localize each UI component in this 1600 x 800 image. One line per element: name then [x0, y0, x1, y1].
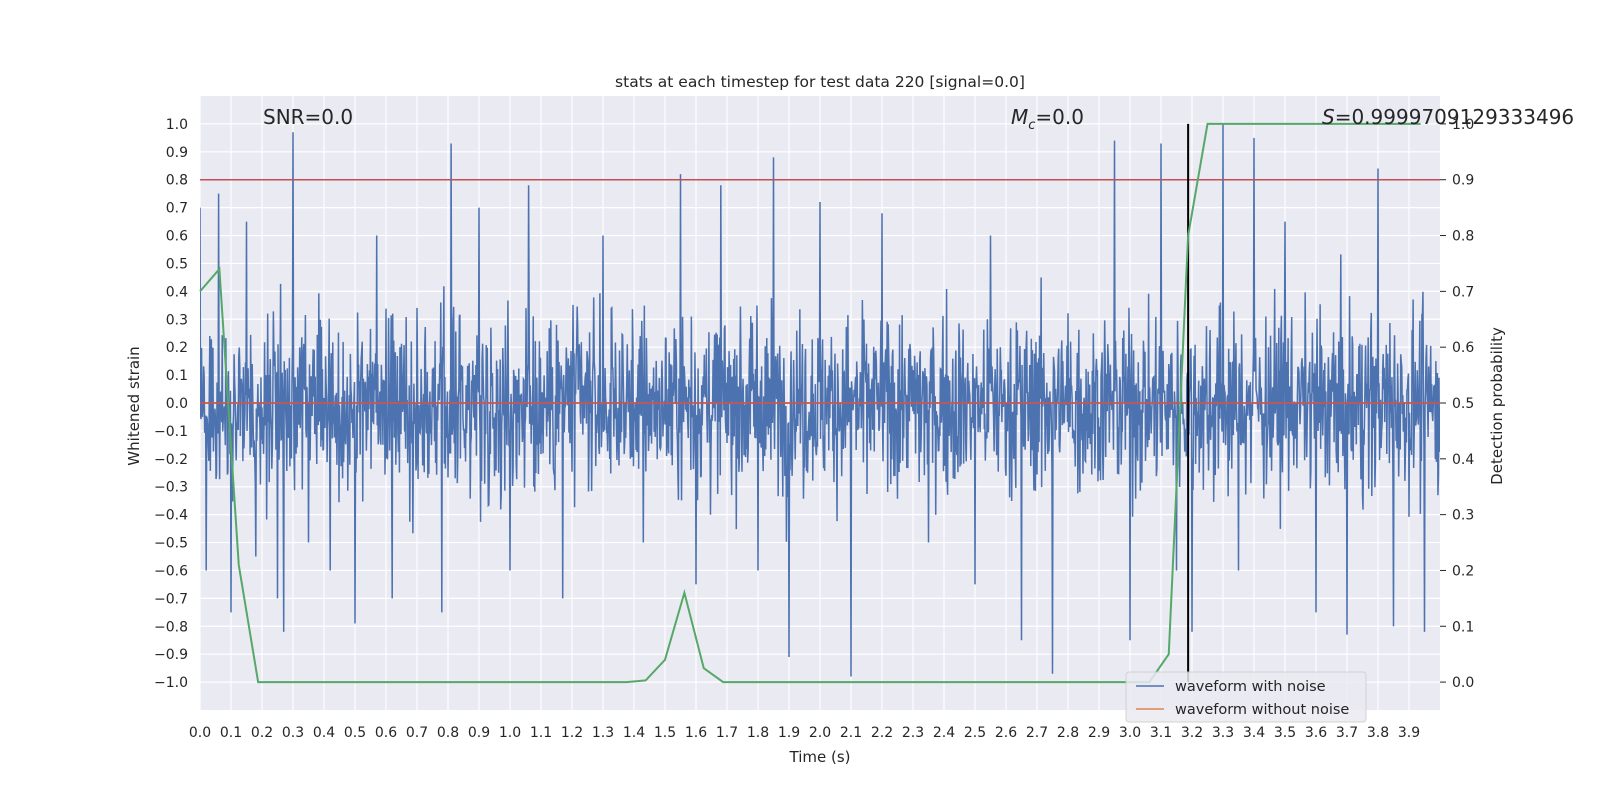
x-tick-label: 0.6: [375, 725, 397, 741]
x-tick-label: 0.9: [468, 725, 490, 741]
x-tick-label: 3.9: [1398, 725, 1420, 741]
y-tick-label: −0.6: [154, 563, 188, 579]
y-tick-label: 0.3: [166, 312, 188, 328]
y-tick-label: −0.7: [154, 591, 188, 607]
y-axis-label: Whitened strain: [125, 346, 143, 465]
y-tick-label: −0.9: [154, 647, 188, 663]
y2-tick-label: 0.5: [1452, 396, 1474, 412]
x-tick-label: 3.1: [1150, 725, 1172, 741]
x-tick-label: 3.5: [1274, 725, 1296, 741]
x-tick-label: 1.0: [499, 725, 521, 741]
snr-annotation: SNR=0.0: [263, 105, 353, 129]
y2-tick-label: 0.2: [1452, 563, 1474, 579]
y2-tick-label: 0.3: [1452, 508, 1474, 524]
y-tick-label: −0.1: [154, 424, 188, 440]
x-tick-label: 0.8: [437, 725, 459, 741]
y-tick-label: 0.2: [166, 340, 188, 356]
y2-tick-labels: 0.0 0.1 0.2 0.3 0.4 0.5 0.6 0.7 0.8 0.9 1.0: [1440, 117, 1474, 691]
y-tick-label: 0.4: [166, 284, 188, 300]
x-axis-label: Time (s): [789, 748, 851, 766]
score-symbol: S: [1322, 105, 1335, 129]
legend-box: [1125, 671, 1367, 723]
x-tick-label: 2.4: [933, 725, 955, 741]
x-tick-label: 0.5: [344, 725, 366, 741]
x-tick-label: 3.4: [1243, 725, 1265, 741]
y2-tick-label: 0.0: [1452, 675, 1474, 691]
y-tick-label: 0.6: [166, 229, 188, 245]
x-tick-label: 0.0: [189, 725, 211, 741]
x-tick-label: 2.0: [809, 725, 831, 741]
y-tick-label: 0.1: [166, 368, 188, 384]
x-tick-label: 2.1: [840, 725, 862, 741]
x-tick-label: 2.8: [1057, 725, 1079, 741]
score-value: =0.9999709129333496: [1335, 105, 1574, 129]
y-tick-label: −0.8: [154, 619, 188, 635]
y-tick-label: 0.7: [166, 201, 188, 217]
y-tick-label: −1.0: [154, 675, 188, 691]
x-tick-label: 1.3: [592, 725, 614, 741]
x-tick-label: 2.9: [1088, 725, 1110, 741]
chirp-mass-annotation: Mc=0.0: [1011, 105, 1084, 133]
x-tick-label: 1.5: [654, 725, 676, 741]
x-tick-label: 1.9: [778, 725, 800, 741]
x-tick-label: 3.6: [1305, 725, 1327, 741]
x-tick-label: 0.3: [282, 725, 304, 741]
legend-label-noise: waveform with noise: [1175, 679, 1326, 695]
y-tick-label: 0.5: [166, 256, 188, 272]
y-tick-label: 0.8: [166, 173, 188, 189]
y2-tick-label: 0.7: [1452, 284, 1474, 300]
x-tick-label: 2.5: [964, 725, 986, 741]
y2-tick-label: 0.4: [1452, 452, 1474, 468]
legend: waveform with noise waveform without noi…: [1125, 671, 1367, 723]
x-tick-label: 1.7: [716, 725, 738, 741]
y-tick-label: −0.4: [154, 508, 188, 524]
x-tick-label: 0.1: [220, 725, 242, 741]
y-tick-label: −0.5: [154, 536, 188, 552]
chart-title: stats at each timestep for test data 220…: [615, 73, 1025, 91]
y-tick-label: 0.9: [166, 145, 188, 161]
x-tick-label: 2.6: [995, 725, 1017, 741]
x-tick-label: 1.1: [530, 725, 552, 741]
x-tick-label: 3.3: [1212, 725, 1234, 741]
y-tick-labels: −1.0 −0.9 −0.8 −0.7 −0.6 −0.5 −0.4 −0.3 −0.2 −0.1…: [154, 117, 188, 691]
x-tick-label: 0.7: [406, 725, 428, 741]
y-tick-label: −0.3: [154, 480, 188, 496]
y-tick-label: 1.0: [166, 117, 188, 133]
series-detection-probability: [199, 122, 1421, 684]
x-tick-label: 3.2: [1181, 725, 1203, 741]
y2-tick-label: 0.8: [1452, 229, 1474, 245]
x-tick-label: 1.4: [623, 725, 645, 741]
x-tick-label: 1.2: [561, 725, 583, 741]
x-tick-label: 1.8: [747, 725, 769, 741]
x-tick-label: 2.7: [1026, 725, 1048, 741]
y2-tick-label: 0.1: [1452, 619, 1474, 635]
chirp-mass-symbol: M: [1011, 105, 1028, 129]
y-tick-label: −0.2: [154, 452, 188, 468]
x-tick-label: 1.6: [685, 725, 707, 741]
x-tick-label: 0.2: [251, 725, 273, 741]
x-tick-labels: 0.0 0.1 0.2 0.3 0.4 0.5 0.6 0.7 0.8 0.9 1.0 1.1 1.2 1…: [189, 725, 1420, 741]
y-tick-label: 0.0: [166, 396, 188, 412]
y2-tick-label: 0.9: [1452, 173, 1474, 189]
x-tick-label: 3.0: [1119, 725, 1141, 741]
x-tick-label: 2.3: [902, 725, 924, 741]
y2-tick-label: 1.0: [1452, 117, 1474, 133]
y2-tick-label: 0.6: [1452, 340, 1474, 356]
x-tick-label: 3.8: [1367, 725, 1389, 741]
x-tick-label: 3.7: [1336, 725, 1358, 741]
score-annotation: S=0.9999709129333496: [1322, 105, 1574, 129]
legend-label-clean: waveform without noise: [1175, 702, 1349, 718]
chirp-mass-subscript: c: [1028, 118, 1035, 133]
x-tick-label: 0.4: [313, 725, 335, 741]
x-tick-label: 2.2: [871, 725, 893, 741]
chirp-mass-value: =0.0: [1035, 105, 1084, 129]
series-waveform-with-noise: [200, 123, 1440, 677]
y2-axis-label: Detection probability: [1488, 327, 1506, 485]
